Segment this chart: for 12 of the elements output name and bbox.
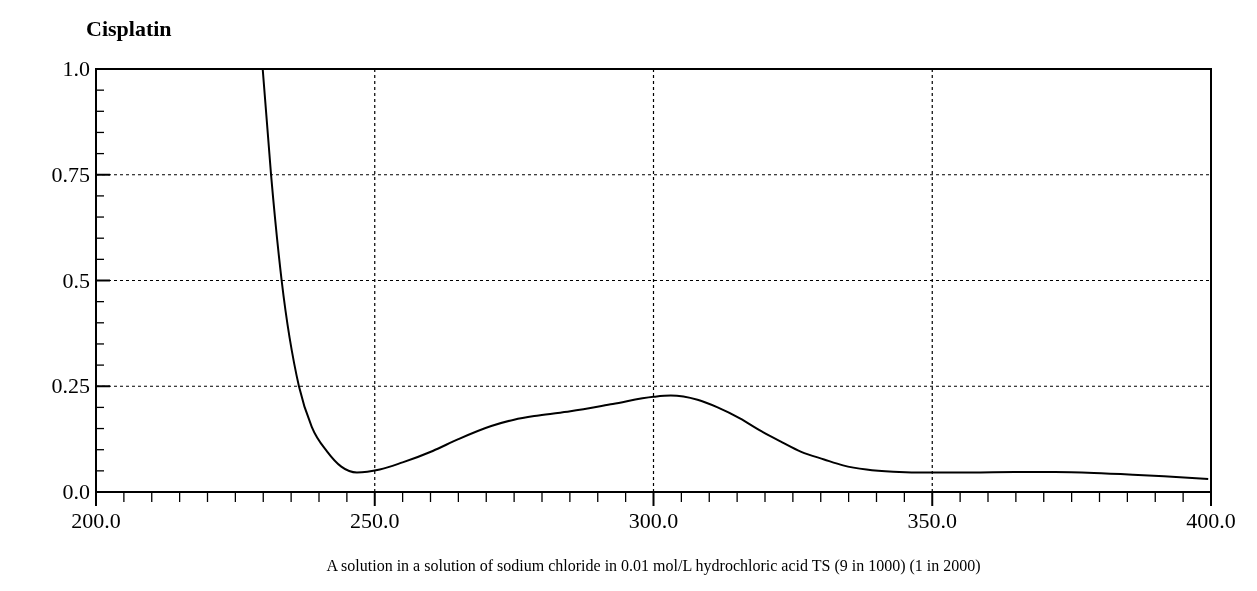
x-tick-label: 350.0	[907, 508, 957, 533]
x-tick-label: 250.0	[350, 508, 400, 533]
x-tick-label: 300.0	[628, 508, 679, 533]
y-tick-label: 0.5	[62, 267, 90, 293]
x-tick-label: 200.0	[71, 508, 121, 533]
y-tick-label: 0.25	[51, 373, 90, 399]
y-tick-label: 0.75	[51, 161, 90, 187]
y-tick-label: 1.0	[62, 56, 90, 81]
chart-title: Cisplatin	[86, 16, 172, 41]
text: A solution in a solution of sodium chloride in 0.01 mol/L hydrochloric acid TS (9 in 1000) (1 in 2000)	[326, 557, 981, 575]
y-tick-label: 0.0	[62, 479, 90, 504]
x-tick-label: 400.0	[1186, 508, 1236, 533]
